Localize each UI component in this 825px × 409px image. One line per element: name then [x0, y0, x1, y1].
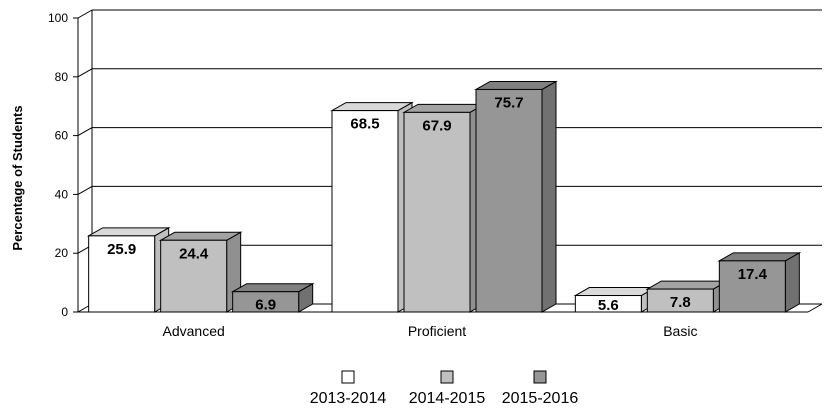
data-label: 6.9 [255, 297, 276, 314]
gridline-side [77, 9, 93, 19]
data-label: 68.5 [350, 116, 379, 133]
floor-edge [807, 303, 823, 313]
data-label: 7.8 [670, 294, 691, 311]
bar-top [402, 103, 486, 113]
data-label: 24.4 [179, 245, 209, 262]
legend-label: 2014-2015 [409, 390, 486, 407]
y-axis-title: Percentage of Students [10, 105, 25, 250]
bar [403, 111, 471, 313]
bar-top [158, 231, 243, 241]
bar-side [784, 251, 800, 313]
data-label: 25.9 [107, 241, 136, 258]
gridline-side [77, 185, 93, 195]
bar [475, 88, 543, 313]
legend-label: 2013-2014 [310, 390, 387, 407]
x-tick-label: Basic [663, 323, 697, 339]
bar [574, 295, 642, 313]
gridline-side [77, 127, 93, 137]
y-tick-label: 0 [61, 305, 68, 319]
bar-top [573, 287, 658, 297]
bar [232, 291, 300, 313]
x-tick-label: Proficient [408, 323, 466, 339]
data-label: 5.6 [598, 297, 619, 314]
y-tick-label: 60 [55, 129, 69, 143]
bar [718, 260, 786, 313]
legend-swatch [440, 370, 454, 384]
bar-side [541, 80, 557, 313]
x-tick-label: Advanced [163, 323, 225, 339]
bar [646, 288, 714, 313]
bar-top [86, 227, 171, 237]
data-label: 67.9 [422, 117, 451, 134]
bar [331, 110, 399, 313]
bar-top [645, 280, 730, 290]
bar-top [474, 80, 558, 90]
bar [88, 235, 156, 313]
bar-top [230, 283, 315, 293]
y-tick-label: 40 [55, 187, 69, 201]
legend-swatch [533, 370, 547, 384]
y-tick-label: 20 [55, 246, 69, 260]
y-tick-label: 100 [48, 11, 68, 25]
bar-top [717, 252, 802, 262]
legend-label: 2015-2016 [502, 390, 579, 407]
bar-top [330, 102, 414, 112]
data-label: 17.4 [738, 266, 768, 283]
gridline-side [77, 68, 93, 78]
y-tick-label: 80 [55, 70, 69, 84]
data-label: 75.7 [494, 94, 523, 111]
bar [160, 239, 228, 313]
legend-swatch [341, 370, 355, 384]
